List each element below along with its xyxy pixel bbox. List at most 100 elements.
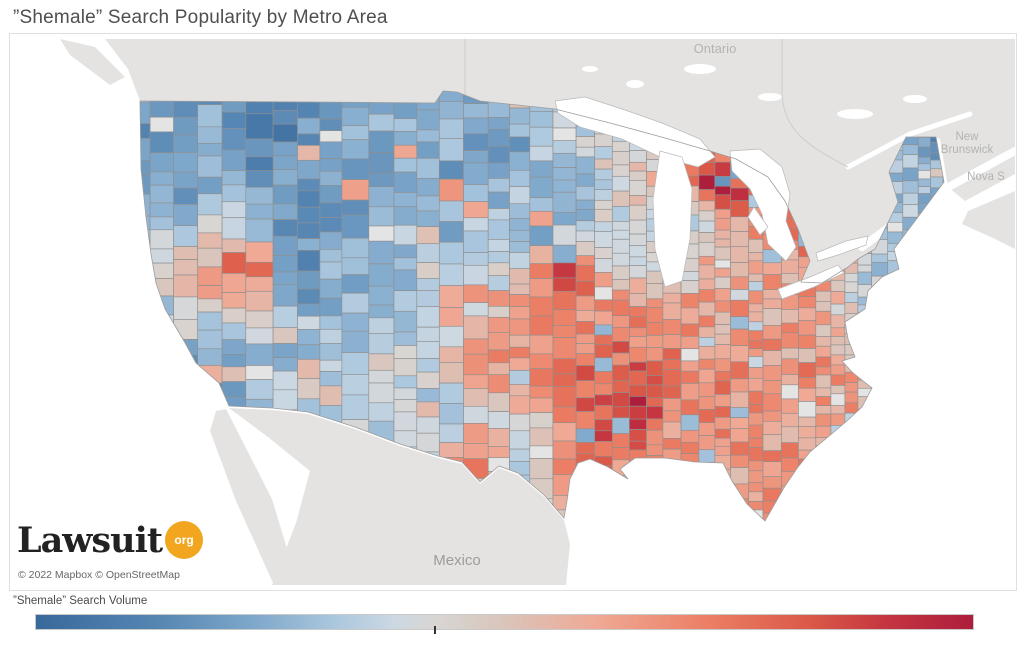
county-cell[interactable] (629, 170, 647, 181)
county-cell[interactable] (272, 343, 298, 358)
county-cell[interactable] (902, 144, 919, 156)
county-cell[interactable] (368, 152, 395, 174)
county-cell[interactable] (762, 393, 782, 412)
county-cell[interactable] (594, 371, 613, 385)
county-cell[interactable] (341, 312, 370, 332)
county-cell[interactable] (902, 167, 919, 182)
county-cell[interactable] (830, 336, 846, 346)
county-cell[interactable] (529, 245, 554, 265)
county-cell[interactable] (173, 116, 199, 136)
county-cell[interactable] (730, 361, 750, 380)
county-cell[interactable] (662, 398, 682, 412)
county-cell[interactable] (149, 229, 174, 250)
county-cell[interactable] (438, 362, 464, 384)
county-cell[interactable] (844, 292, 859, 304)
county-cell[interactable] (509, 218, 531, 231)
county-cell[interactable] (487, 362, 510, 376)
county-cell[interactable] (416, 326, 440, 342)
county-cell[interactable] (748, 273, 764, 283)
county-cell[interactable] (416, 157, 440, 179)
county-cell[interactable] (762, 420, 782, 436)
county-cell[interactable] (594, 299, 613, 312)
county-cell[interactable] (748, 377, 764, 392)
county-cell[interactable] (762, 380, 782, 395)
map-area[interactable]: Ontario New Brunswick Nova S Mexico Lawsuit … (9, 33, 1017, 591)
county-cell[interactable] (341, 330, 370, 353)
county-cell[interactable] (368, 206, 395, 227)
county-cell[interactable] (748, 290, 764, 305)
county-cell[interactable] (487, 316, 510, 333)
county-cell[interactable] (297, 178, 321, 192)
county-cell[interactable] (221, 292, 247, 309)
county-cell[interactable] (762, 410, 782, 422)
county-cell[interactable] (594, 231, 613, 248)
county-cell[interactable] (297, 190, 321, 208)
county-cell[interactable] (509, 169, 531, 188)
county-cell[interactable] (611, 252, 630, 267)
county-cell[interactable] (857, 264, 873, 273)
county-cell[interactable] (487, 251, 510, 264)
county-cell[interactable] (629, 405, 647, 420)
county-cell[interactable] (341, 214, 370, 239)
county-cell[interactable] (662, 421, 682, 439)
county-cell[interactable] (844, 281, 859, 293)
county-cell[interactable] (487, 128, 510, 147)
county-cell[interactable] (463, 264, 489, 286)
county-cell[interactable] (830, 364, 846, 376)
county-cell[interactable] (272, 219, 298, 237)
county-cell[interactable] (463, 338, 489, 355)
county-cell[interactable] (221, 381, 247, 398)
county-cell[interactable] (730, 231, 750, 248)
county-cell[interactable] (781, 332, 799, 349)
county-cell[interactable] (629, 293, 647, 307)
county-cell[interactable] (714, 428, 731, 439)
county-cell[interactable] (629, 327, 647, 338)
county-cell[interactable] (438, 241, 464, 265)
county-cell[interactable] (463, 423, 489, 444)
county-cell[interactable] (662, 334, 682, 349)
county-cell[interactable] (611, 221, 630, 231)
county-cell[interactable] (762, 338, 782, 351)
county-cell[interactable] (197, 155, 223, 178)
county-cell[interactable] (245, 113, 274, 140)
county-cell[interactable] (730, 417, 750, 429)
county-cell[interactable] (730, 441, 750, 456)
county-cell[interactable] (748, 348, 764, 357)
county-cell[interactable] (917, 156, 931, 165)
county-cell[interactable] (487, 446, 510, 459)
county-cell[interactable] (662, 319, 682, 335)
county-cell[interactable] (393, 345, 418, 360)
county-cell[interactable] (575, 136, 596, 148)
county-cell[interactable] (197, 311, 223, 331)
county-cell[interactable] (698, 382, 716, 398)
county-cell[interactable] (341, 106, 370, 127)
county-cell[interactable] (197, 266, 223, 286)
county-cell[interactable] (594, 133, 613, 148)
county-cell[interactable] (438, 138, 464, 162)
county-cell[interactable] (830, 279, 846, 292)
county-cell[interactable] (629, 384, 647, 397)
county-cell[interactable] (611, 417, 630, 434)
county-cell[interactable] (438, 221, 464, 243)
county-cell[interactable] (416, 210, 440, 227)
county-cell[interactable] (662, 348, 682, 360)
county-cell[interactable] (438, 178, 464, 202)
county-cell[interactable] (529, 278, 554, 298)
county-cell[interactable] (629, 361, 647, 372)
county-cell[interactable] (714, 208, 731, 219)
county-cell[interactable] (629, 245, 647, 258)
county-cell[interactable] (149, 131, 174, 154)
county-cell[interactable] (272, 370, 298, 391)
county-cell[interactable] (438, 325, 464, 348)
county-cell[interactable] (611, 406, 630, 419)
county-cell[interactable] (149, 202, 174, 218)
county-cell[interactable] (680, 293, 700, 309)
county-cell[interactable] (762, 461, 782, 478)
county-cell[interactable] (714, 370, 731, 382)
county-cell[interactable] (611, 164, 630, 177)
county-cell[interactable] (830, 303, 846, 316)
county-cell[interactable] (680, 429, 700, 443)
county-cell[interactable] (487, 219, 510, 240)
county-cell[interactable] (594, 286, 613, 301)
county-cell[interactable] (509, 346, 531, 359)
